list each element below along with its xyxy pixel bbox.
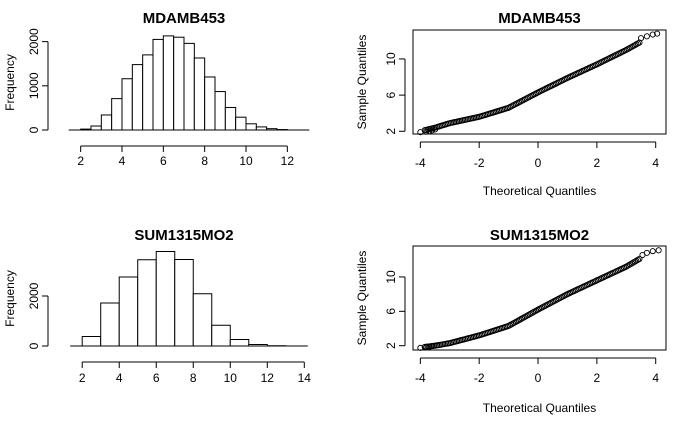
- panel-1: MDAMB453 Frequency 2 4 6 8 10 12 0 1000 2000: [3, 10, 310, 168]
- x-tick-label: -4: [415, 156, 426, 170]
- qq-point: [643, 33, 650, 40]
- x-tick-label: 12: [261, 371, 275, 385]
- histogram-bar: [152, 38, 164, 131]
- panel-3: SUM1315MO2 Frequency 2 4 6 8 10 12 14 0 2000: [3, 227, 311, 385]
- qq-point: [426, 128, 433, 135]
- plot-frame: [412, 245, 667, 351]
- histogram-bar: [211, 324, 231, 347]
- histogram-bar: [111, 98, 123, 131]
- chart-title: SUM1315MO2: [490, 227, 589, 244]
- qq-point: [417, 344, 424, 351]
- histogram-bar: [142, 54, 154, 131]
- histogram-bar: [81, 336, 102, 347]
- qq-point: [423, 344, 430, 351]
- histogram-bar: [121, 78, 133, 131]
- histogram-bar: [245, 123, 257, 131]
- qq-point: [649, 248, 656, 255]
- x-tick-label: 2: [77, 154, 84, 168]
- x-tick-label: 12: [281, 154, 295, 168]
- x-tick-label: 4: [652, 156, 659, 170]
- x-tick-label: 6: [153, 371, 160, 385]
- x-tick-label: 8: [190, 371, 197, 385]
- histogram-bar: [90, 125, 102, 131]
- histogram-bar: [100, 302, 120, 347]
- chart-title: MDAMB453: [498, 10, 581, 27]
- y-tick-label: 10: [384, 270, 398, 284]
- x-tick-label: 10: [224, 371, 238, 385]
- histogram-bar: [192, 293, 213, 347]
- x-tick-label: 4: [119, 154, 126, 168]
- x-tick-label: 2: [79, 371, 86, 385]
- chart-title: SUM1315MO2: [134, 227, 233, 244]
- histogram-bar: [224, 106, 237, 131]
- histogram-bar: [174, 259, 194, 347]
- x-tick-label: -2: [474, 156, 485, 170]
- x-axis-label: Theoretical Quantiles: [483, 184, 596, 198]
- x-tick-label: -4: [415, 371, 426, 385]
- qq-point: [417, 129, 424, 136]
- qq-point: [426, 343, 433, 351]
- qq-point: [643, 249, 650, 256]
- y-tick-label: 2: [384, 342, 398, 349]
- x-tick-label: 6: [160, 154, 167, 168]
- x-tick-label: 10: [239, 154, 253, 168]
- histogram-bar: [162, 35, 175, 131]
- histogram-bar: [214, 91, 226, 131]
- x-tick-label: 14: [298, 371, 312, 385]
- qq-point: [423, 128, 430, 135]
- y-tick-label: 1000: [27, 72, 41, 99]
- histogram-bar: [235, 116, 247, 131]
- histogram-bar: [131, 64, 144, 131]
- x-axis-label: Theoretical Quantiles: [483, 401, 596, 415]
- qq-point: [432, 126, 439, 133]
- y-tick-label: 6: [384, 308, 398, 315]
- histogram-bar: [193, 57, 206, 131]
- histogram-bar: [155, 251, 176, 347]
- x-tick-label: 0: [535, 371, 542, 385]
- x-tick-label: 2: [594, 371, 601, 385]
- plot-frame: [412, 29, 667, 135]
- x-tick-label: -2: [474, 371, 485, 385]
- y-axis-label: Frequency: [3, 54, 17, 111]
- y-axis-label: Frequency: [3, 270, 17, 327]
- y-axis-label: Sample Quantiles: [355, 251, 369, 346]
- x-tick-label: 4: [652, 371, 659, 385]
- histogram-bar: [173, 36, 185, 131]
- histogram-bar: [137, 259, 157, 347]
- qq-point: [649, 31, 656, 38]
- y-tick-label: 10: [384, 52, 398, 66]
- y-tick-label: 2000: [27, 282, 41, 309]
- y-tick-label: 6: [384, 91, 398, 98]
- qq-point: [655, 247, 662, 254]
- qq-point: [429, 343, 436, 350]
- y-axis-label: Sample Quantiles: [355, 35, 369, 130]
- qq-point: [429, 127, 436, 134]
- histogram-bar: [229, 339, 250, 347]
- x-tick-label: 8: [201, 154, 208, 168]
- chart-title: MDAMB453: [143, 10, 226, 27]
- panel-2: MDAMB453 Sample Quantiles Theoretical Quan…: [355, 10, 667, 198]
- qq-point: [654, 30, 661, 37]
- histogram-bar: [183, 42, 195, 131]
- qq-point: [636, 255, 643, 262]
- panel-4: SUM1315MO2 Sample Quantiles Theoretical Qu…: [355, 227, 667, 415]
- x-tick-label: 4: [116, 371, 123, 385]
- qq-point: [637, 35, 645, 42]
- y-tick-label: 0: [27, 342, 41, 349]
- y-tick-label: 2: [384, 128, 398, 135]
- x-tick-label: 0: [535, 156, 542, 170]
- x-tick-label: 2: [594, 156, 601, 170]
- histogram-bar: [100, 114, 113, 131]
- histogram-bar: [204, 76, 216, 131]
- histogram-bar: [118, 276, 139, 347]
- y-tick-label: 0: [27, 126, 41, 133]
- y-tick-label: 2000: [27, 28, 41, 55]
